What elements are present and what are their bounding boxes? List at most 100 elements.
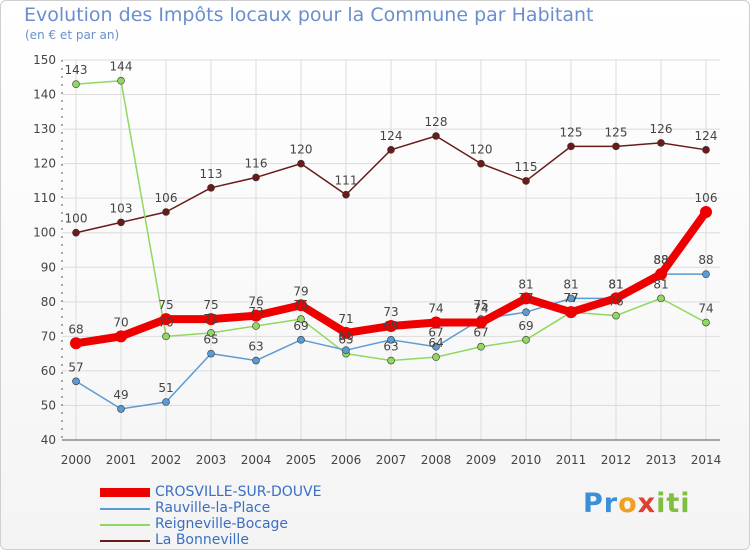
y-tick-label-130: 130 xyxy=(33,122,56,136)
point-la-bonneville-2014 xyxy=(702,146,710,154)
data-label-rauville-la-place-2008: 67 xyxy=(428,326,443,340)
data-label-crosville-sur-douve-2001: 70 xyxy=(113,315,128,329)
x-tick-label-2011: 2011 xyxy=(556,453,587,467)
x-tick-label-2004: 2004 xyxy=(241,453,272,467)
data-label-crosville-sur-douve-2014: 106 xyxy=(695,191,718,205)
point-reigneville-bocage-2010 xyxy=(522,336,530,344)
data-label-reigneville-bocage-2012: 76 xyxy=(608,295,623,309)
point-la-bonneville-2004 xyxy=(252,173,260,182)
x-tick-label-2001: 2001 xyxy=(106,453,137,467)
point-reigneville-bocage-2005 xyxy=(297,315,305,323)
point-crosville-sur-douve-2011 xyxy=(565,306,577,319)
point-rauville-la-place-2003 xyxy=(207,349,215,358)
data-label-reigneville-bocage-2011: 77 xyxy=(563,291,578,305)
data-label-la-bonneville-2013: 126 xyxy=(650,122,673,136)
point-reigneville-bocage-2004 xyxy=(252,322,260,330)
data-label-rauville-la-place-2012: 81 xyxy=(608,277,623,291)
data-label-la-bonneville-2011: 125 xyxy=(560,125,583,139)
point-crosville-sur-douve-2006 xyxy=(340,326,352,339)
y-tick-label-120: 120 xyxy=(33,157,56,171)
point-crosville-sur-douve-2000 xyxy=(70,337,82,350)
point-rauville-la-place-2004 xyxy=(252,356,260,365)
data-label-reigneville-bocage-2002: 70 xyxy=(158,315,173,329)
point-crosville-sur-douve-2009 xyxy=(475,316,487,329)
point-la-bonneville-2012 xyxy=(612,142,620,151)
data-label-la-bonneville-2014: 124 xyxy=(695,129,718,143)
point-la-bonneville-2008 xyxy=(432,132,440,140)
data-label-reigneville-bocage-2001: 144 xyxy=(110,60,133,74)
x-tick-label-2007: 2007 xyxy=(376,453,407,467)
legend-swatch-bonneville xyxy=(100,540,150,542)
x-tick-label-2002: 2002 xyxy=(151,453,182,467)
point-rauville-la-place-2008 xyxy=(432,342,440,351)
y-tick-label-70: 70 xyxy=(41,329,56,343)
point-la-bonneville-2000 xyxy=(72,228,80,237)
point-rauville-la-place-2000 xyxy=(72,377,80,386)
data-label-crosville-sur-douve-2003: 75 xyxy=(203,298,218,312)
data-label-rauville-la-place-2003: 65 xyxy=(203,333,218,347)
y-tick-label-100: 100 xyxy=(33,226,56,240)
data-label-reigneville-bocage-2006: 65 xyxy=(338,333,353,347)
y-tick-label-140: 140 xyxy=(33,88,56,102)
point-rauville-la-place-2005 xyxy=(297,336,305,344)
data-label-rauville-la-place-2010: 77 xyxy=(518,291,533,305)
x-tick-label-2010: 2010 xyxy=(511,453,542,467)
point-crosville-sur-douve-2014 xyxy=(700,206,712,218)
point-la-bonneville-2002 xyxy=(162,208,170,216)
point-reigneville-bocage-2012 xyxy=(612,311,620,320)
point-reigneville-bocage-2013 xyxy=(657,294,665,303)
legend-label-rauville: Rauville-la-Place xyxy=(155,500,271,516)
data-label-layer: 100 103 106 113 116 120 111 124 128 120 115 125 125 1… xyxy=(65,60,718,402)
data-label-rauville-la-place-2001: 49 xyxy=(113,388,128,402)
x-tick-label-2013: 2013 xyxy=(646,453,677,467)
data-label-crosville-sur-douve-2002: 75 xyxy=(158,298,173,312)
point-la-bonneville-2011 xyxy=(567,142,575,151)
legend-swatch-reigneville xyxy=(100,524,150,526)
data-label-rauville-la-place-2000: 57 xyxy=(68,360,83,374)
data-label-la-bonneville-2005: 120 xyxy=(290,143,313,157)
y-tick-label-150: 150 xyxy=(33,53,56,67)
data-label-reigneville-bocage-2003: 71 xyxy=(203,312,218,326)
x-tick-label-2000: 2000 xyxy=(61,453,92,467)
legend-label-bonneville: La Bonneville xyxy=(155,532,249,548)
data-label-la-bonneville-2001: 103 xyxy=(110,201,133,215)
legend-label-crosville: CROSVILLE-SUR-DOUVE xyxy=(155,484,322,500)
x-tick-label-2005: 2005 xyxy=(286,453,317,467)
point-rauville-la-place-2011 xyxy=(567,294,575,303)
data-label-crosville-sur-douve-2010: 81 xyxy=(518,277,533,291)
point-crosville-sur-douve-2008 xyxy=(430,316,442,329)
point-crosville-sur-douve-2005 xyxy=(295,299,307,312)
data-label-la-bonneville-2008: 128 xyxy=(425,115,448,129)
point-reigneville-bocage-2003 xyxy=(207,329,215,337)
point-crosville-sur-douve-2007 xyxy=(385,320,397,332)
y-tick-label-50: 50 xyxy=(41,398,56,412)
data-label-crosville-sur-douve-2012: 81 xyxy=(608,277,623,291)
data-label-la-bonneville-2000: 100 xyxy=(65,212,88,226)
x-tick-label-2008: 2008 xyxy=(421,453,452,467)
point-la-bonneville-2013 xyxy=(657,139,665,147)
point-rauville-la-place-2014 xyxy=(702,270,710,278)
point-reigneville-bocage-2002 xyxy=(162,332,170,341)
x-tick-label-2014: 2014 xyxy=(691,453,722,467)
x-tick-label-2012: 2012 xyxy=(601,453,632,467)
data-label-reigneville-bocage-2005: 75 xyxy=(293,298,308,312)
data-label-rauville-la-place-2002: 51 xyxy=(158,381,173,395)
data-label-rauville-la-place-2011: 81 xyxy=(563,277,578,291)
legend-label-reigneville: Reigneville-Bocage xyxy=(155,516,289,532)
y-tick-label-60: 60 xyxy=(41,364,56,378)
legend-swatch-rauville xyxy=(100,508,150,510)
data-label-crosville-sur-douve-2005: 79 xyxy=(293,284,308,298)
point-reigneville-bocage-2007 xyxy=(387,356,395,365)
point-reigneville-bocage-2009 xyxy=(477,342,485,351)
y-tick-label-90: 90 xyxy=(41,260,56,274)
point-rauville-la-place-2010 xyxy=(522,308,530,316)
data-label-reigneville-bocage-2013: 81 xyxy=(653,277,668,291)
point-reigneville-bocage-2008 xyxy=(432,353,440,361)
data-label-la-bonneville-2007: 124 xyxy=(380,129,403,143)
data-label-reigneville-bocage-2007: 63 xyxy=(383,340,398,354)
data-label-reigneville-bocage-2008: 64 xyxy=(428,336,443,350)
data-label-la-bonneville-2010: 115 xyxy=(515,160,538,174)
data-label-crosville-sur-douve-2011: 77 xyxy=(563,291,578,305)
data-label-la-bonneville-2009: 120 xyxy=(470,143,493,157)
